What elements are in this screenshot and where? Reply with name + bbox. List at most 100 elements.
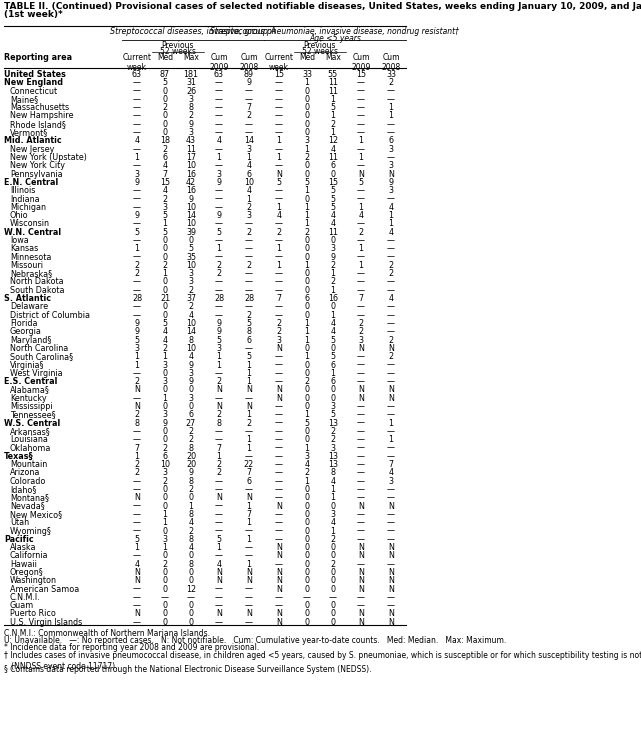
Text: —: — <box>275 253 283 262</box>
Text: —: — <box>215 435 223 444</box>
Text: Puerto Rico: Puerto Rico <box>10 610 56 619</box>
Text: 1: 1 <box>163 510 167 519</box>
Text: 9: 9 <box>246 78 251 87</box>
Text: 3: 3 <box>358 335 363 344</box>
Text: —: — <box>275 186 283 195</box>
Text: 0: 0 <box>304 394 310 403</box>
Text: —: — <box>133 394 141 403</box>
Text: —: — <box>275 104 283 112</box>
Text: —: — <box>133 202 141 211</box>
Text: 1: 1 <box>388 211 394 220</box>
Text: N: N <box>358 344 364 353</box>
Text: —: — <box>215 128 223 137</box>
Text: —: — <box>357 286 365 295</box>
Text: —: — <box>387 535 395 544</box>
Text: —: — <box>245 120 253 129</box>
Text: —: — <box>275 377 283 386</box>
Text: —: — <box>357 269 365 278</box>
Text: N: N <box>246 610 252 619</box>
Text: 10: 10 <box>186 344 196 353</box>
Text: 2: 2 <box>331 278 335 286</box>
Text: 2: 2 <box>162 344 167 353</box>
Text: C.N.M.I.: Commonwealth of Northern Mariana Islands.: C.N.M.I.: Commonwealth of Northern Maria… <box>4 629 210 638</box>
Text: —: — <box>275 128 283 137</box>
Text: N: N <box>216 576 222 585</box>
Text: 3: 3 <box>331 244 335 254</box>
Text: —: — <box>133 602 141 610</box>
Text: Max: Max <box>183 53 199 62</box>
Text: —: — <box>215 161 223 170</box>
Text: 2: 2 <box>188 427 194 436</box>
Text: —: — <box>275 269 283 278</box>
Text: 4: 4 <box>388 228 394 237</box>
Text: 4: 4 <box>331 211 335 220</box>
Text: 2: 2 <box>246 202 251 211</box>
Text: 1: 1 <box>331 526 335 536</box>
Text: 5: 5 <box>162 228 167 237</box>
Text: —: — <box>245 344 253 353</box>
Text: 3: 3 <box>188 369 194 378</box>
Text: 2: 2 <box>331 427 335 436</box>
Text: 0: 0 <box>304 344 310 353</box>
Text: 4: 4 <box>331 319 335 328</box>
Text: Michigan: Michigan <box>10 202 46 211</box>
Text: —: — <box>245 593 253 602</box>
Text: 1: 1 <box>331 369 335 378</box>
Text: 3: 3 <box>388 145 394 154</box>
Text: —: — <box>133 310 141 320</box>
Text: 52 weeks: 52 weeks <box>302 47 338 56</box>
Text: 2: 2 <box>162 477 167 486</box>
Text: 0: 0 <box>304 427 310 436</box>
Text: —: — <box>387 402 395 411</box>
Text: —: — <box>387 526 395 536</box>
Text: Montana§: Montana§ <box>10 494 49 502</box>
Text: Georgia: Georgia <box>10 327 42 336</box>
Text: 5: 5 <box>331 410 335 419</box>
Text: —: — <box>275 427 283 436</box>
Text: —: — <box>357 526 365 536</box>
Text: 0: 0 <box>163 576 167 585</box>
Text: 1: 1 <box>217 452 222 460</box>
Text: 4: 4 <box>217 136 222 146</box>
Text: —: — <box>275 145 283 154</box>
Text: Arizona: Arizona <box>10 469 40 478</box>
Text: —: — <box>133 112 141 121</box>
Text: N: N <box>134 402 140 411</box>
Text: 5: 5 <box>304 419 310 428</box>
Text: 0: 0 <box>304 402 310 411</box>
Text: 15: 15 <box>160 178 170 187</box>
Text: —: — <box>215 510 223 519</box>
Text: —: — <box>215 302 223 311</box>
Text: 0: 0 <box>304 253 310 262</box>
Text: —: — <box>275 236 283 245</box>
Text: 5: 5 <box>217 335 222 344</box>
Text: 0: 0 <box>163 253 167 262</box>
Text: Kansas: Kansas <box>10 244 38 254</box>
Text: 4: 4 <box>331 220 335 229</box>
Text: 1: 1 <box>304 410 310 419</box>
Text: N: N <box>388 551 394 560</box>
Text: E.N. Central: E.N. Central <box>4 178 58 187</box>
Text: 9: 9 <box>135 178 140 187</box>
Text: —: — <box>275 369 283 378</box>
Text: —: — <box>387 410 395 419</box>
Text: 0: 0 <box>304 161 310 170</box>
Text: 0: 0 <box>163 551 167 560</box>
Text: N: N <box>276 618 282 627</box>
Text: West Virginia: West Virginia <box>10 369 63 378</box>
Text: 0: 0 <box>163 86 167 95</box>
Text: California: California <box>10 551 49 560</box>
Text: 0: 0 <box>304 543 310 552</box>
Text: 10: 10 <box>186 161 196 170</box>
Text: 1: 1 <box>304 477 310 486</box>
Text: 0: 0 <box>331 602 335 610</box>
Text: 3: 3 <box>188 278 194 286</box>
Text: 6: 6 <box>188 410 194 419</box>
Text: —: — <box>357 104 365 112</box>
Text: 9: 9 <box>217 319 222 328</box>
Text: 11: 11 <box>328 153 338 162</box>
Text: 2: 2 <box>217 469 222 478</box>
Text: —: — <box>245 253 253 262</box>
Text: 5: 5 <box>135 535 140 544</box>
Text: 10: 10 <box>160 460 170 469</box>
